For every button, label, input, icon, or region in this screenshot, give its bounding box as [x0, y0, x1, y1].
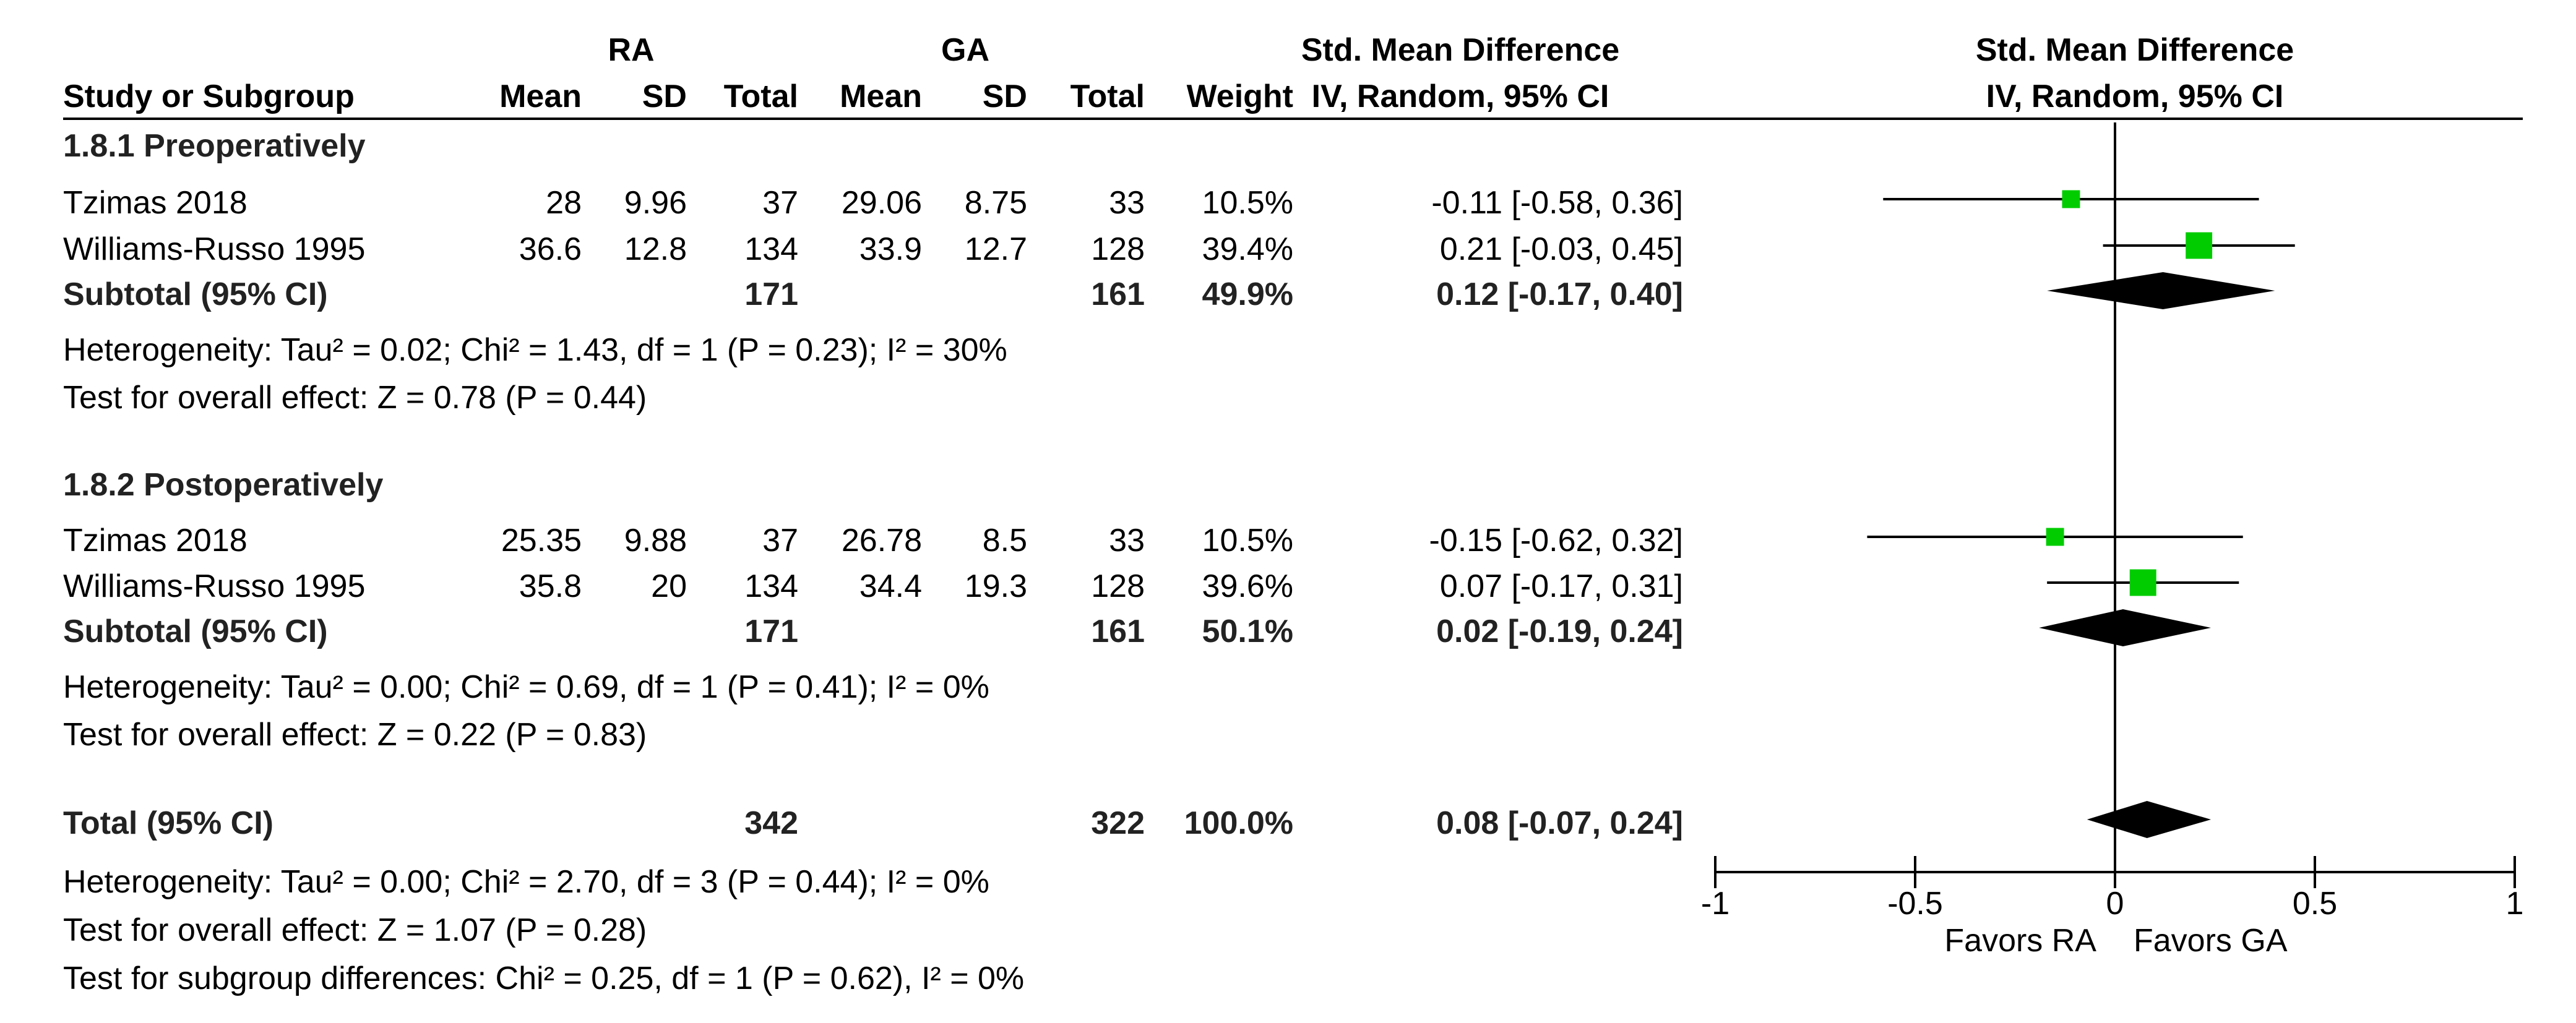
subtotal-ga-total: 161 — [1091, 276, 1145, 312]
pooled-effect-diamond — [2087, 801, 2212, 838]
ra-sd: 9.96 — [624, 185, 687, 221]
ga-sd: 12.7 — [964, 231, 1027, 267]
favors-right-label: Favors GA — [2134, 923, 2288, 959]
ra-sd: 20 — [651, 568, 687, 604]
ga-mean: 26.78 — [841, 523, 922, 559]
total-ci: 0.08 [-0.07, 0.24] — [1436, 805, 1683, 841]
smd-ci: 0.07 [-0.17, 0.31] — [1439, 568, 1683, 604]
x-axis-tick-label: -0.5 — [1887, 886, 1943, 922]
x-axis-tick-label: 1 — [2506, 886, 2524, 922]
ga-total: 128 — [1091, 231, 1145, 267]
study-point-marker — [2062, 190, 2080, 208]
ra-mean: 36.6 — [519, 231, 582, 267]
study-point-marker — [2046, 528, 2064, 546]
smd-plot-header-title: Std. Mean Difference — [1975, 32, 2294, 68]
ra-mean: 35.8 — [519, 568, 582, 604]
col-ra-total: Total — [723, 79, 798, 114]
ra-sd: 12.8 — [624, 231, 687, 267]
subtotal-weight: 49.9% — [1202, 276, 1293, 312]
smd-ci: -0.11 [-0.58, 0.36] — [1431, 185, 1683, 221]
ra-mean: 25.35 — [501, 523, 582, 559]
total-overall-effect-text: Test for overall effect: Z = 1.07 (P = 0… — [63, 912, 647, 948]
heterogeneity-text: Heterogeneity: Tau² = 0.02; Chi² = 1.43,… — [63, 332, 1007, 368]
heterogeneity-text: Heterogeneity: Tau² = 0.00; Chi² = 0.69,… — [63, 669, 989, 705]
study-name: Williams-Russo 1995 — [63, 568, 366, 604]
col-ga-sd: SD — [982, 79, 1027, 114]
study-point-marker — [2186, 232, 2213, 259]
x-axis-tick-label: 0.5 — [2293, 886, 2337, 922]
weight: 10.5% — [1202, 185, 1293, 221]
pooled-effect-diamond — [2039, 609, 2212, 646]
col-ra-mean: Mean — [499, 79, 582, 114]
subtotal-ra-total: 171 — [744, 276, 798, 312]
total-weight: 100.0% — [1184, 805, 1293, 841]
col-weight: Weight — [1186, 79, 1293, 114]
total-label: Total (95% CI) — [63, 805, 274, 841]
ga-mean: 33.9 — [859, 231, 922, 267]
total-ga-total: 322 — [1091, 805, 1145, 841]
pooled-effect-diamond — [2047, 272, 2275, 309]
smd-table-header-title: Std. Mean Difference — [1301, 32, 1620, 68]
col-ra-sd: SD — [642, 79, 687, 114]
subtotal-ci: 0.02 [-0.19, 0.24] — [1436, 614, 1683, 649]
ra-sd: 9.88 — [624, 523, 687, 559]
subtotal-label: Subtotal (95% CI) — [63, 614, 328, 649]
study-point-marker — [2129, 569, 2156, 596]
subtotal-ci: 0.12 [-0.17, 0.40] — [1436, 276, 1683, 312]
ra-total: 37 — [762, 523, 798, 559]
ga-mean: 34.4 — [859, 568, 922, 604]
col-ga-total: Total — [1070, 79, 1145, 114]
study-name: Williams-Russo 1995 — [63, 231, 366, 267]
subgroup-differences-text: Test for subgroup differences: Chi² = 0.… — [63, 961, 1025, 996]
ga-total: 33 — [1109, 185, 1145, 221]
ga-sd: 8.75 — [964, 185, 1027, 221]
ga-mean: 29.06 — [841, 185, 922, 221]
study-name: Tzimas 2018 — [63, 523, 248, 559]
subtotal-ra-total: 171 — [744, 614, 798, 649]
overall-effect-text: Test for overall effect: Z = 0.78 (P = 0… — [63, 380, 647, 416]
ra-total: 134 — [744, 568, 798, 604]
favors-left-label: Favors RA — [1944, 923, 2096, 959]
total-heterogeneity-text: Heterogeneity: Tau² = 0.00; Chi² = 2.70,… — [63, 864, 989, 900]
weight: 10.5% — [1202, 523, 1293, 559]
subtotal-ga-total: 161 — [1091, 614, 1145, 649]
group-title: 1.8.1 Preoperatively — [63, 128, 366, 164]
x-axis-tick-label: 0 — [2106, 886, 2124, 922]
header-rule — [63, 118, 2523, 120]
subtotal-label: Subtotal (95% CI) — [63, 276, 328, 312]
col-study: Study or Subgroup — [63, 79, 355, 114]
ra-total: 37 — [762, 185, 798, 221]
group-title: 1.8.2 Postoperatively — [63, 467, 384, 503]
total-ra-total: 342 — [744, 805, 798, 841]
ga-sd: 19.3 — [964, 568, 1027, 604]
ra-group-header: RA — [608, 32, 655, 68]
ga-total: 33 — [1109, 523, 1145, 559]
ra-total: 134 — [744, 231, 798, 267]
smd-plot-header-method: IV, Random, 95% CI — [1986, 79, 2284, 114]
ga-sd: 8.5 — [982, 523, 1027, 559]
weight: 39.6% — [1202, 568, 1293, 604]
ga-group-header: GA — [941, 32, 989, 68]
x-axis-tick-label: -1 — [1701, 886, 1730, 922]
smd-ci: 0.21 [-0.03, 0.45] — [1439, 231, 1683, 267]
smd-ci: -0.15 [-0.62, 0.32] — [1429, 523, 1684, 559]
subtotal-weight: 50.1% — [1202, 614, 1293, 649]
weight: 39.4% — [1202, 231, 1293, 267]
overall-effect-text: Test for overall effect: Z = 0.22 (P = 0… — [63, 717, 647, 753]
ga-total: 128 — [1091, 568, 1145, 604]
study-name: Tzimas 2018 — [63, 185, 248, 221]
ra-mean: 28 — [546, 185, 582, 221]
smd-table-header-method: IV, Random, 95% CI — [1311, 79, 1609, 114]
col-ga-mean: Mean — [840, 79, 922, 114]
